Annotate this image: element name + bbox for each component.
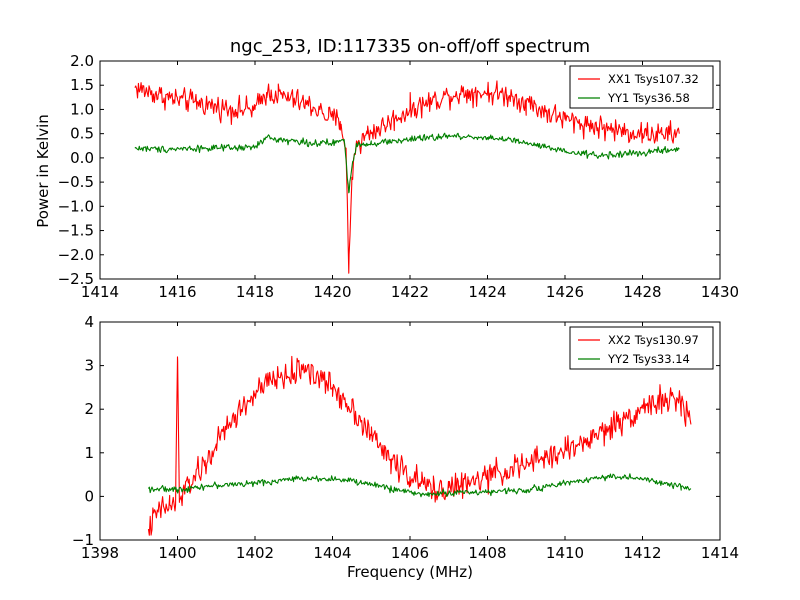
y-tick-label: 0.5 [70, 125, 94, 143]
legend: XX2 Tsys130.97 YY2 Tsys33.14 [569, 326, 714, 370]
legend-box [569, 326, 714, 370]
x-tick-label: 1430 [701, 283, 739, 301]
y-tick-label: 0 [84, 487, 94, 505]
x-tick-label: 1424 [468, 283, 506, 301]
x-tick-label: 1404 [313, 544, 351, 562]
chart-title: ngc_253, ID:117335 on-off/off spectrum [230, 36, 590, 57]
x-tick-label: 1402 [236, 544, 274, 562]
y-tick-label: −1.5 [58, 222, 94, 240]
y-tick-label: 3 [84, 357, 94, 375]
x-tick-label: 1410 [546, 544, 584, 562]
x-tick-label: 1400 [158, 544, 196, 562]
x-tick-label: 1414 [81, 283, 119, 301]
y-tick-label: 1.0 [70, 100, 94, 118]
legend: XX1 Tsys107.32 YY1 Tsys36.58 [569, 65, 714, 109]
x-tick-label: 1408 [468, 544, 506, 562]
x-tick-label: 1428 [623, 283, 661, 301]
series-line-1 [134, 80, 680, 274]
y-tick-label: 4 [84, 313, 94, 331]
x-tick-label: 1414 [701, 544, 739, 562]
series-line-2 [147, 473, 692, 498]
legend-label: YY1 Tsys36.58 [607, 91, 690, 105]
x-tick-label: 1426 [546, 283, 584, 301]
y-tick-label: −1.0 [58, 197, 94, 215]
y-tick-label: 2.0 [70, 52, 94, 70]
legend-label: XX1 Tsys107.32 [608, 72, 699, 86]
y-tick-label: 2 [84, 400, 94, 418]
bottom-x-axis-label: Frequency (MHz) [347, 563, 473, 581]
x-tick-label: 1406 [391, 544, 429, 562]
y-tick-label: −1 [72, 531, 94, 549]
x-tick-label: 1416 [158, 283, 196, 301]
x-tick-label: 1398 [81, 544, 119, 562]
legend-box [569, 65, 714, 109]
bottom-spectrum-panel: 1398 1400 1402 1404 1406 1408 1410 1412 1414 −1 0 1… [72, 313, 739, 562]
top-y-axis-label: Power in Kelvin [34, 114, 52, 228]
x-tick-label: 1422 [391, 283, 429, 301]
top-spectrum-panel: 1414 1416 1418 1420 1422 1424 1426 1428 1430 −2.5… [58, 52, 740, 301]
y-tick-label: 1 [84, 444, 94, 462]
series-line-1 [147, 355, 692, 536]
y-tick-label: −0.5 [58, 173, 94, 191]
y-tick-label: 0.0 [70, 149, 94, 167]
y-tick-label: 1.5 [70, 76, 94, 94]
legend-label: YY2 Tsys33.14 [607, 352, 690, 366]
x-tick-label: 1418 [236, 283, 274, 301]
x-tick-label: 1420 [313, 283, 351, 301]
y-tick-label: −2.5 [58, 270, 94, 288]
series-line-2 [134, 132, 680, 194]
x-tick-label: 1412 [623, 544, 661, 562]
legend-label: XX2 Tsys130.97 [608, 333, 699, 347]
y-tick-label: −2.0 [58, 246, 94, 264]
